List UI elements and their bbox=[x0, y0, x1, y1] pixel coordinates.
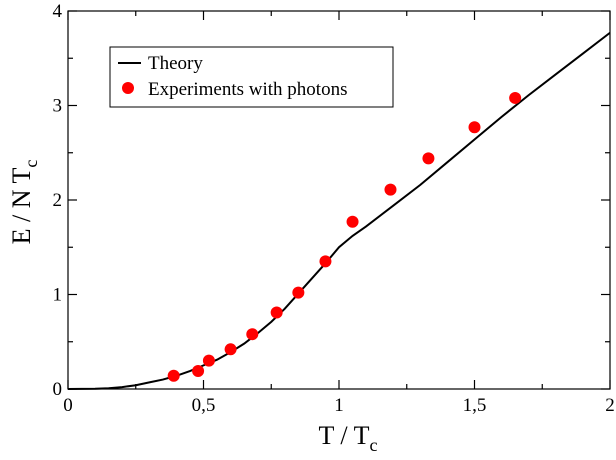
experiment-point bbox=[224, 343, 237, 356]
y-tick-label: 0 bbox=[53, 379, 63, 400]
experiment-point bbox=[346, 215, 359, 228]
x-axis-label: T / Tc bbox=[318, 421, 377, 455]
axis-ticks bbox=[67, 10, 611, 390]
y-tick-label: 4 bbox=[53, 1, 63, 22]
x-tick-label: 2 bbox=[605, 395, 615, 416]
experiment-point bbox=[468, 121, 481, 134]
experiment-point bbox=[384, 183, 397, 196]
experiment-point bbox=[192, 365, 205, 378]
axis-tick-labels: 0 0,5 1 1,5 2 0 1 2 3 4 bbox=[53, 1, 615, 416]
legend-box bbox=[109, 46, 394, 108]
experiment-point bbox=[422, 152, 435, 165]
y-tick-label: 3 bbox=[53, 96, 63, 117]
experiment-point bbox=[509, 91, 522, 104]
experiment-point bbox=[319, 255, 332, 268]
x-tick-label: 0,5 bbox=[192, 395, 216, 416]
y-tick-label: 2 bbox=[53, 190, 63, 211]
x-tick-label: 0 bbox=[63, 395, 73, 416]
legend-experiments-swatch bbox=[122, 82, 134, 94]
legend: Theory Experiments with photons bbox=[109, 46, 394, 108]
theory-line bbox=[67, 31, 611, 390]
experiment-point bbox=[167, 369, 180, 382]
experiment-point bbox=[292, 286, 305, 299]
legend-experiments-label: Experiments with photons bbox=[148, 79, 347, 100]
experiment-point bbox=[246, 328, 259, 341]
y-axis-label: E / N Tc bbox=[7, 160, 41, 245]
experiment-point bbox=[270, 306, 283, 319]
experiment-markers bbox=[167, 91, 522, 382]
legend-theory-label: Theory bbox=[148, 53, 203, 74]
x-tick-label: 1,5 bbox=[463, 395, 487, 416]
x-tick-label: 1 bbox=[334, 395, 344, 416]
y-tick-label: 1 bbox=[53, 285, 63, 306]
experiment-point bbox=[202, 354, 215, 367]
